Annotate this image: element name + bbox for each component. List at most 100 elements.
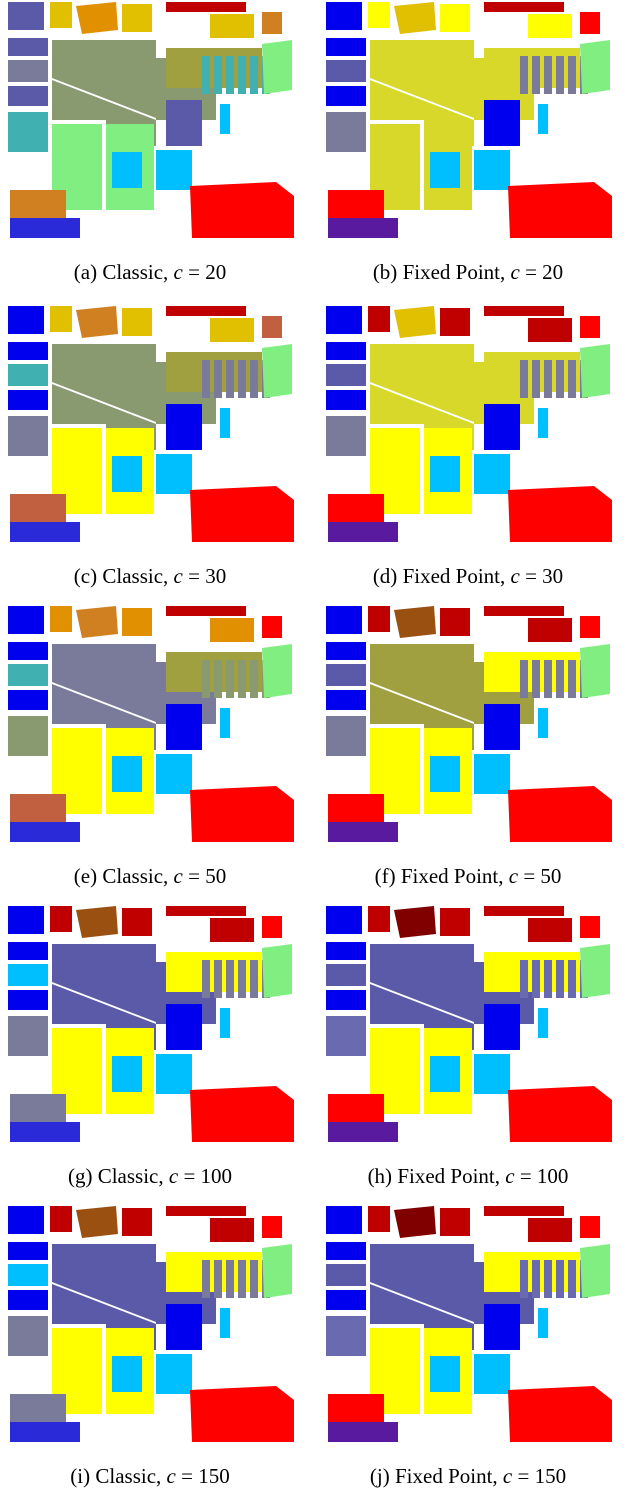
field-top-right-a xyxy=(528,618,572,642)
field-bottom-left xyxy=(328,494,384,524)
field-right-mid xyxy=(166,100,202,146)
caption-i-value: 150 xyxy=(198,1464,230,1488)
field-bottom-strip xyxy=(328,1122,398,1142)
road-vertical xyxy=(420,724,424,816)
field-right-stripe xyxy=(568,960,576,998)
field-top-mid-a xyxy=(50,1206,72,1232)
field-right-small xyxy=(538,708,548,738)
caption-c-label: (c) xyxy=(73,564,98,588)
field-left-4 xyxy=(326,1316,366,1356)
field-right-stripe xyxy=(250,360,258,398)
field-bottom-right xyxy=(508,786,612,842)
caption-j: (j) Fixed Point, c = 150 xyxy=(369,1464,567,1488)
field-right-small xyxy=(538,1308,548,1338)
field-left-1 xyxy=(326,1242,366,1260)
field-top-mid-a xyxy=(368,606,390,632)
field-lower-sky xyxy=(474,1054,510,1094)
field-bottom-right xyxy=(508,486,612,542)
field-right-small xyxy=(220,1008,230,1038)
map-canvas xyxy=(326,2,612,238)
field-left-2 xyxy=(8,364,48,386)
field-bottom-left xyxy=(328,794,384,824)
map-canvas xyxy=(8,1206,294,1442)
field-left-3 xyxy=(326,690,366,710)
map-canvas xyxy=(326,306,612,542)
road-vertical xyxy=(102,120,106,212)
field-top-right-a xyxy=(210,14,254,38)
caption-d-method: Fixed Point xyxy=(402,564,500,588)
field-bottom-right xyxy=(508,1386,612,1442)
field-top-mid-b xyxy=(394,306,436,338)
field-top-mid-c xyxy=(440,1208,470,1236)
field-top-left xyxy=(326,2,362,30)
field-right-stripe xyxy=(556,960,564,998)
road-vertical xyxy=(102,1324,106,1416)
field-right-stripe xyxy=(226,1260,234,1298)
field-bottom-left xyxy=(10,794,66,824)
field-top-mid-c xyxy=(440,308,470,336)
road-vertical xyxy=(102,1024,106,1116)
field-left-4 xyxy=(8,416,48,456)
field-lower-sky-b xyxy=(112,456,142,492)
field-lower-sky xyxy=(156,1354,192,1394)
field-left-2 xyxy=(326,364,366,386)
field-left-4 xyxy=(8,716,48,756)
field-right-mid xyxy=(166,704,202,750)
road-diagonal xyxy=(370,982,474,1024)
caption-c-var: c xyxy=(173,564,183,588)
field-left-3 xyxy=(326,86,366,106)
field-right-mid xyxy=(166,1304,202,1350)
field-left-2 xyxy=(326,60,366,82)
field-lower-sky xyxy=(474,754,510,794)
field-top-right-b xyxy=(580,12,600,34)
field-right-small xyxy=(538,104,548,134)
field-right-stripe xyxy=(202,1260,210,1298)
field-top-mid-a xyxy=(368,1206,390,1232)
field-top-right-b xyxy=(580,616,600,638)
field-right-small xyxy=(220,408,230,438)
caption-j-label: (j) xyxy=(369,1464,390,1488)
field-top-right-b xyxy=(580,316,600,338)
field-top-left xyxy=(8,2,44,30)
field-left-3 xyxy=(326,390,366,410)
field-far-right xyxy=(262,40,292,94)
caption-g-method: Classic xyxy=(97,1164,159,1188)
caption-i-var: c xyxy=(166,1464,176,1488)
caption-a-value: 20 xyxy=(205,260,227,284)
caption-g-value: 100 xyxy=(200,1164,233,1188)
field-right-stripe xyxy=(226,960,234,998)
field-far-right xyxy=(580,40,610,94)
field-right-stripe xyxy=(532,960,540,998)
field-right-stripe xyxy=(250,56,258,94)
field-top-strip xyxy=(166,306,246,316)
field-right-mid xyxy=(484,1004,520,1050)
road-diagonal xyxy=(370,78,474,120)
field-lower-sky xyxy=(156,150,192,190)
field-bottom-strip xyxy=(10,822,80,842)
field-right-stripe xyxy=(202,960,210,998)
caption-e-value: 50 xyxy=(205,864,227,888)
field-top-right-b xyxy=(262,916,282,938)
field-far-right xyxy=(580,644,610,698)
field-bottom-strip xyxy=(10,1122,80,1142)
field-right-stripe xyxy=(238,660,246,698)
field-right-stripe xyxy=(226,360,234,398)
field-top-left xyxy=(326,906,362,934)
caption-b: (b) Fixed Point, c = 20 xyxy=(372,260,564,284)
field-bottom-right xyxy=(190,182,294,238)
caption-b-var: c xyxy=(510,260,520,284)
field-top-mid-a xyxy=(50,306,72,332)
caption-h-method: Fixed Point xyxy=(397,1164,495,1188)
field-top-mid-a xyxy=(50,906,72,932)
road-diagonal xyxy=(52,78,156,120)
road-diagonal xyxy=(52,382,156,424)
field-left-4 xyxy=(326,716,366,756)
field-right-stripe xyxy=(544,56,552,94)
field-left-1 xyxy=(326,342,366,360)
caption-i-method: Classic xyxy=(95,1464,157,1488)
field-right-stripe xyxy=(520,360,528,398)
field-top-mid-b xyxy=(394,1206,436,1238)
field-top-mid-b xyxy=(76,1206,118,1238)
field-top-mid-b xyxy=(76,306,118,338)
field-right-stripe xyxy=(202,56,210,94)
